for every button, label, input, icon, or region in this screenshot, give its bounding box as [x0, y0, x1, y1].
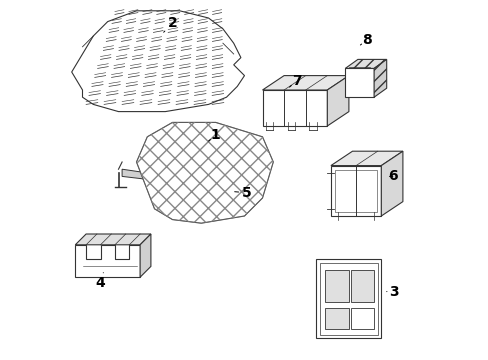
- Text: 5: 5: [234, 186, 251, 199]
- Polygon shape: [381, 151, 402, 216]
- Text: 2: 2: [163, 17, 177, 32]
- Bar: [350, 270, 373, 302]
- Text: 7: 7: [289, 74, 301, 88]
- Bar: [350, 308, 373, 329]
- Text: 8: 8: [360, 33, 371, 46]
- Polygon shape: [326, 76, 348, 126]
- Polygon shape: [72, 11, 244, 112]
- Text: 3: 3: [386, 285, 398, 298]
- Polygon shape: [262, 90, 326, 126]
- Polygon shape: [330, 166, 381, 216]
- Polygon shape: [136, 122, 273, 223]
- Polygon shape: [262, 76, 348, 90]
- Text: 6: 6: [387, 170, 397, 183]
- Bar: [320, 263, 377, 335]
- Text: 4: 4: [96, 273, 105, 289]
- Polygon shape: [330, 151, 402, 166]
- Polygon shape: [140, 234, 151, 277]
- Bar: [325, 270, 348, 302]
- Text: 1: 1: [208, 128, 220, 142]
- Polygon shape: [75, 245, 140, 277]
- Bar: [325, 308, 348, 329]
- Bar: [316, 259, 381, 338]
- Polygon shape: [345, 59, 386, 68]
- Polygon shape: [75, 234, 151, 245]
- Polygon shape: [122, 169, 244, 191]
- Polygon shape: [345, 68, 373, 97]
- Polygon shape: [373, 59, 386, 97]
